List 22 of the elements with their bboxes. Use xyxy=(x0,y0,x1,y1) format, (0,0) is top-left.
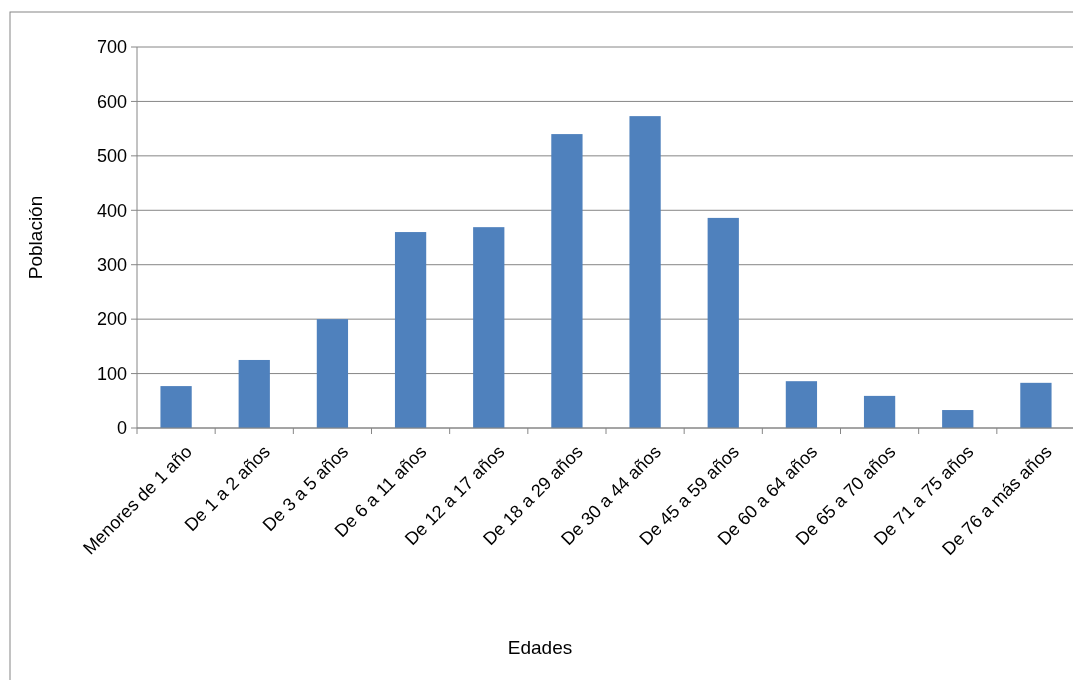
bar xyxy=(473,227,505,428)
bar xyxy=(707,217,739,428)
bar xyxy=(1020,382,1052,428)
bar xyxy=(942,410,974,428)
bar xyxy=(160,386,192,428)
y-tick-label: 100 xyxy=(96,363,127,384)
y-tick-label: 500 xyxy=(96,146,127,167)
y-tick-label: 700 xyxy=(96,37,127,58)
y-tick-label: 200 xyxy=(96,309,127,330)
bar xyxy=(238,359,270,428)
bar xyxy=(629,116,661,428)
bar xyxy=(863,395,896,428)
bar xyxy=(394,232,427,428)
bar xyxy=(785,381,818,428)
y-tick-label: 0 xyxy=(116,418,127,439)
y-tick-label: 300 xyxy=(96,255,127,276)
y-tick-label: 600 xyxy=(96,91,127,112)
bar xyxy=(316,319,349,428)
bar xyxy=(551,134,583,428)
x-axis-title: Edades xyxy=(507,637,573,658)
y-axis-title: Población xyxy=(25,195,46,280)
y-tick-label: 400 xyxy=(96,200,127,221)
